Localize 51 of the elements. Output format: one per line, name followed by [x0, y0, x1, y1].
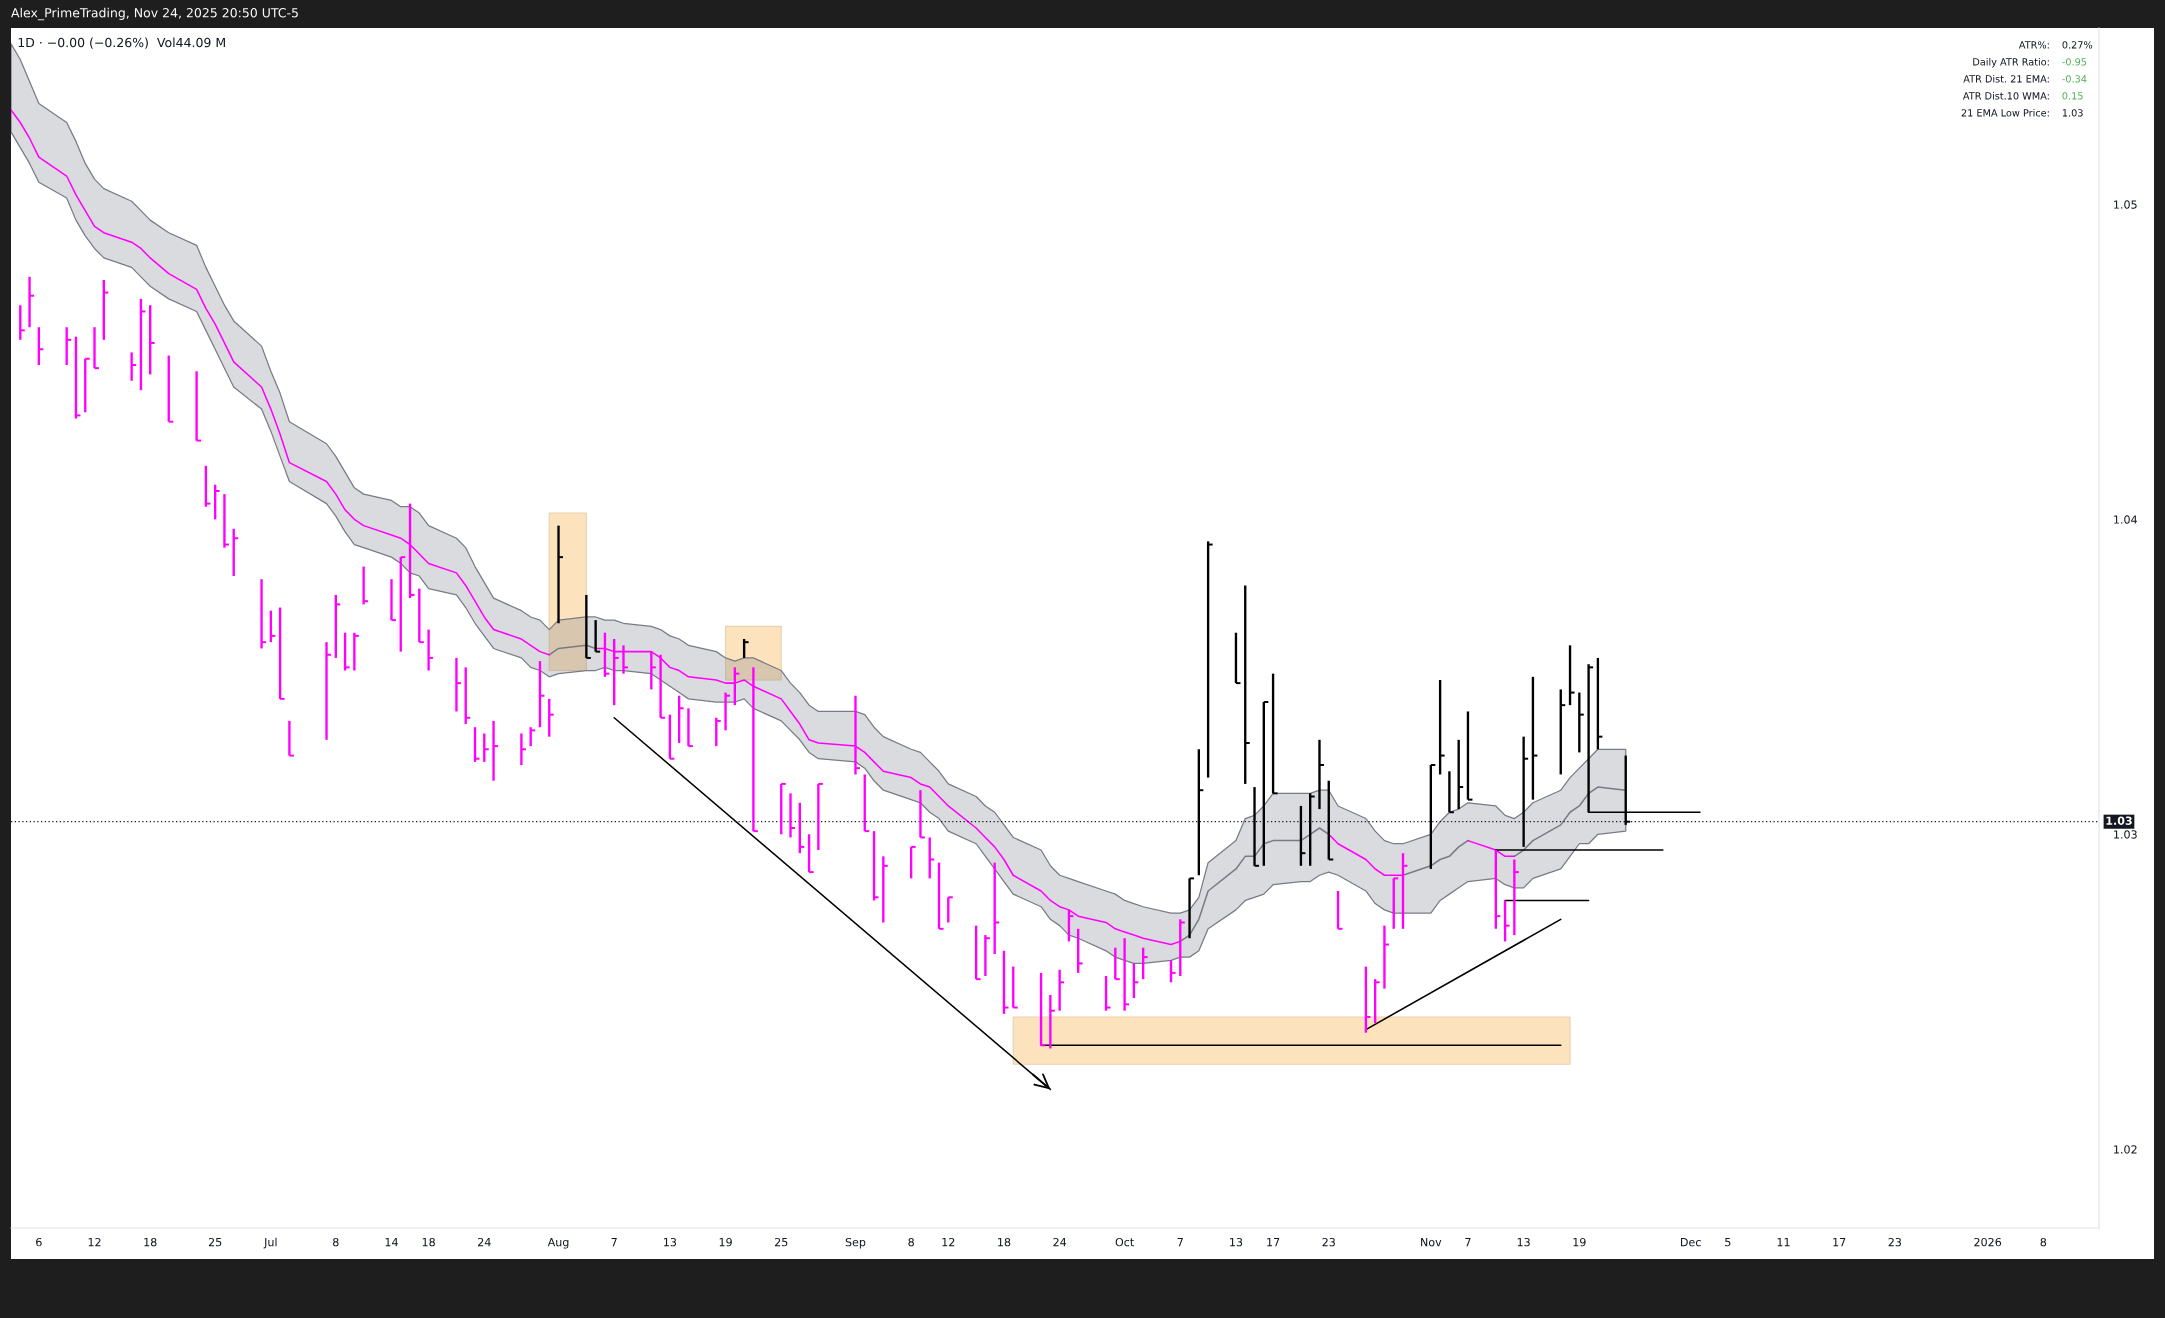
x-tick-label: 2026: [1974, 1237, 2002, 1247]
x-tick-label: 12: [942, 1237, 955, 1247]
annotation: ATR%:: [2018, 41, 2049, 49]
x-tick-label: Dec: [1681, 1238, 1701, 1247]
x-tick-label: 8: [333, 1237, 339, 1247]
x-tick-label: 17: [1267, 1238, 1280, 1247]
annotation: Daily ATR Ratio:: [1973, 58, 2049, 68]
x-tick-label: Jul: [263, 1237, 277, 1249]
x-tick-label: Oct: [1115, 1237, 1134, 1247]
x-tick-label: 13: [664, 1237, 677, 1247]
x-tick-label: 24: [1053, 1237, 1067, 1247]
x-tick-label: Aug: [547, 1238, 569, 1249]
x-tick-label: 6: [36, 1237, 42, 1247]
x-tick-label: 18: [998, 1237, 1011, 1247]
y-tick-label: 1.04: [2114, 515, 2138, 524]
annotation: 1.03: [2062, 109, 2083, 117]
x-tick-label: 12: [88, 1237, 101, 1247]
y-tick-label: 1.05: [2114, 200, 2137, 209]
x-tick-label: 7: [1177, 1238, 1183, 1247]
x-tick-label: 25: [774, 1237, 788, 1247]
x-tick-label: 23: [1322, 1237, 1335, 1247]
annotation: 0.27%: [2062, 41, 2093, 49]
x-tick-label: Nov: [1421, 1238, 1442, 1247]
y-tick-label: 1.02: [2114, 1145, 2137, 1154]
x-tick-label: 7: [1465, 1238, 1471, 1247]
x-tick-label: 18: [422, 1237, 435, 1247]
annotation: 21 EMA Low Price:: [1961, 109, 2049, 117]
x-tick-label: 8: [908, 1237, 914, 1247]
x-tick-label: 11: [1777, 1238, 1790, 1247]
x-tick-label: 8: [2040, 1237, 2047, 1247]
x-tick-label: 18: [144, 1237, 157, 1247]
x-tick-label: 7: [611, 1238, 617, 1247]
annotation: ATR Dist.10 WMA:: [1962, 92, 2049, 100]
x-tick-label: 13: [1230, 1237, 1243, 1247]
x-tick-label: 13: [1517, 1237, 1530, 1247]
text: Alex_PrimeTrading, Nov 24, 2025 20:50 UTC-5: [11, 7, 298, 21]
annotation: -0.34: [2062, 75, 2087, 83]
x-tick-label: Sep: [845, 1237, 866, 1249]
x-tick-label: 25: [208, 1237, 222, 1247]
x-tick-label: 17: [1833, 1238, 1846, 1247]
x-tick-label: 14: [385, 1238, 398, 1247]
x-tick-label: 5: [1725, 1238, 1731, 1247]
annotation: -0.95: [2062, 58, 2087, 66]
annotation: ATR Dist. 21 EMA:: [1963, 75, 2049, 83]
y-tick-label: 1.03: [2114, 830, 2137, 839]
text: 1D · −0.00 (−0.26%) Vol44.09 M: [18, 37, 225, 49]
x-tick-label: 19: [719, 1237, 732, 1247]
x-tick-label: 24: [478, 1237, 491, 1247]
x-tick-label: 19: [1573, 1237, 1586, 1247]
annotation: 0.15: [2062, 92, 2083, 100]
x-tick-label: 23: [1888, 1237, 1902, 1247]
